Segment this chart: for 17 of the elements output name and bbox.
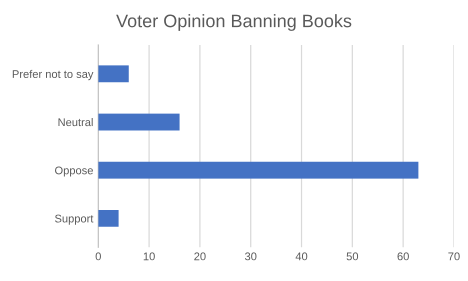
y-tick-label: Neutral [58,118,93,126]
x-tick-label: 40 [296,252,308,260]
x-tick-label: 20 [194,252,206,260]
x-tick-label: 0 [96,252,101,260]
x-tick-label: 30 [244,252,256,260]
x-tick-label: 10 [144,252,155,260]
bar [98,65,129,82]
bar [98,114,180,130]
y-tick-label: Oppose [55,166,93,177]
y-tick-label: Support [55,214,94,225]
x-tick-label: 60 [398,252,409,260]
bar [98,162,418,179]
x-tick-label: 50 [346,252,358,260]
y-tick-label: Prefer not to say [12,70,94,80]
x-tick-label: 70 [448,252,460,260]
chart-title: Voter Opinion Banning Books [116,14,352,31]
bar [98,210,119,227]
